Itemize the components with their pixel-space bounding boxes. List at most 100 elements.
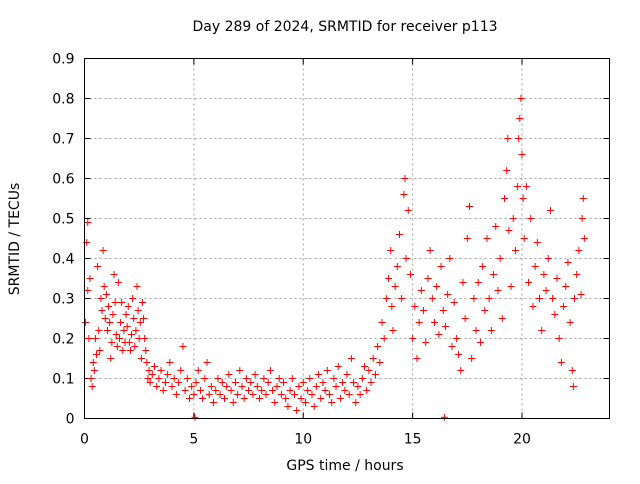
data-point [89,359,97,366]
data-point [503,167,511,174]
data-point [496,255,504,262]
data-point [452,335,460,342]
data-point [122,311,130,318]
data-point [134,307,142,314]
data-point [273,383,281,390]
x-tick-label: 15 [404,432,422,448]
data-point [126,347,134,354]
data-point [391,283,399,290]
data-point [284,403,292,410]
data-point [106,319,114,326]
data-point [371,371,379,378]
y-tick-label: 0 [66,412,75,428]
data-point [511,247,519,254]
data-point [404,207,412,214]
data-point [474,279,482,286]
data-point [116,335,123,342]
data-point [323,367,331,374]
grid-lines [84,58,610,419]
data-point [343,371,351,378]
data-point [415,319,423,326]
data-point [440,413,448,421]
data-point [481,307,489,314]
data-point [339,379,347,386]
chart-title: Day 289 of 2024, SRMTID for receiver p11… [192,19,497,35]
data-point [113,343,121,350]
data-point [580,235,588,242]
data-point [238,383,246,390]
data-point [295,383,303,390]
data-point [177,367,185,374]
data-point [540,271,548,278]
data-point [123,323,131,330]
data-point [527,215,535,222]
data-point [529,303,537,310]
data-point [549,295,557,302]
plot-frame [84,58,610,419]
data-point [109,311,117,318]
data-point [336,395,344,402]
data-point [509,215,517,222]
data-point [110,271,118,278]
data-point [433,283,441,290]
data-point [417,287,425,294]
data-point [577,291,585,298]
data-point [566,319,574,326]
data-point [145,367,153,374]
data-point [308,391,316,398]
data-point [352,399,360,406]
x-tick-label: 20 [513,432,531,448]
data-point [199,395,207,402]
data-point [363,387,371,394]
data-point [393,263,401,270]
data-point [108,339,116,346]
data-point [86,275,94,282]
data-point [203,359,211,366]
data-point [159,387,167,394]
data-point [450,299,458,306]
data-point [142,347,150,354]
data-point [568,367,576,374]
data-point [140,315,148,322]
axis-ticks: 0 0.1 0.2 0.3 0.4 0.5 0.6 0.7 0.8 0.9 0 5 10 15 20 [52,52,610,448]
data-point [448,343,456,350]
data-point [387,247,395,254]
data-point [409,335,417,342]
data-point [413,355,421,362]
data-point [518,151,526,158]
data-point [376,359,384,366]
data-point [130,315,138,322]
data-point [153,383,161,390]
data-point [118,299,126,306]
x-tick-label: 10 [294,432,312,448]
y-tick-label: 0.3 [52,292,74,308]
data-point [210,399,218,406]
data-point [402,255,410,262]
data-point [516,115,524,122]
data-point [498,315,506,322]
data-point [93,351,101,358]
data-point [546,207,554,214]
data-point [256,395,263,402]
y-tick-label: 0.5 [52,212,74,228]
data-point [146,379,154,386]
data-point [117,319,125,326]
data-point [194,367,202,374]
data-point [385,275,393,282]
data-point [84,219,92,226]
data-point [179,343,187,350]
data-point [354,383,362,390]
data-point [223,383,231,390]
data-point [137,355,145,362]
data-point [249,391,257,398]
data-point [483,235,491,242]
data-point [225,371,233,378]
x-axis-label: GPS time / hours [286,458,403,474]
data-point [282,395,290,402]
data-point [504,135,512,142]
data-point [196,387,204,394]
data-point [426,247,434,254]
data-point [369,355,377,362]
data-point [463,235,471,242]
data-point [229,399,237,406]
